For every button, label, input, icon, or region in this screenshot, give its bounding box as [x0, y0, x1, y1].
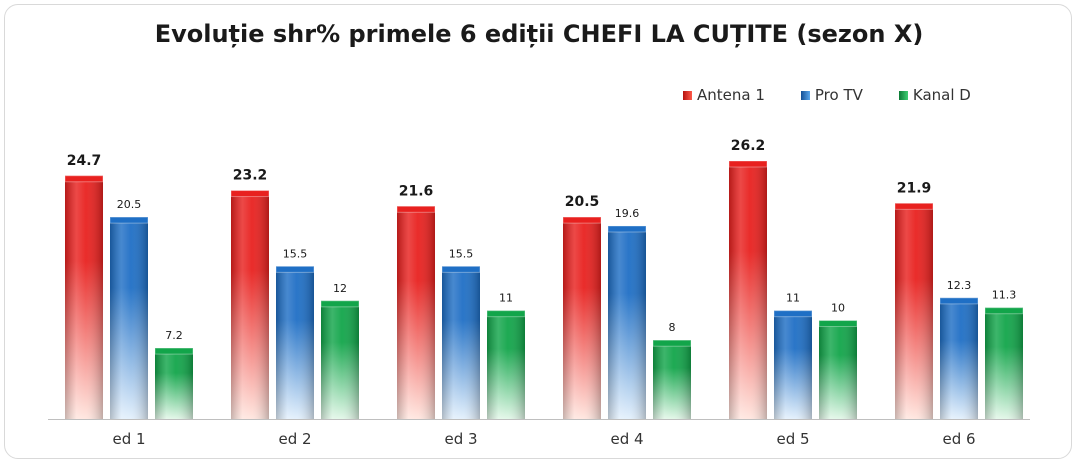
bar-cap	[230, 190, 270, 198]
bar-cap	[486, 310, 526, 318]
bar-pro-tv-ed-5	[773, 310, 813, 419]
data-label-antena-1-ed-1: 24.7	[67, 153, 102, 169]
bar-antena-1-ed-5	[728, 160, 768, 419]
data-label-pro-tv-ed-5: 11	[786, 292, 800, 305]
legend-label-kanald: Kanal D	[912, 86, 971, 104]
data-label-kanal-d-ed-4: 8	[669, 321, 676, 334]
bar-shading	[819, 320, 857, 419]
bar-pro-tv-ed-4	[607, 225, 647, 419]
bar-antena-1-ed-2	[230, 190, 270, 419]
bar-cap	[562, 216, 602, 224]
bar-cap	[154, 347, 194, 355]
bar-cap	[939, 297, 979, 305]
data-label-antena-1-ed-4: 20.5	[565, 194, 600, 210]
bar-cap	[728, 160, 768, 168]
data-label-antena-1-ed-2: 23.2	[233, 168, 268, 184]
legend-swatch-kanald	[898, 90, 908, 100]
bar-shading	[321, 300, 359, 419]
bar-shading	[442, 266, 480, 419]
data-label-pro-tv-ed-3: 15.5	[449, 247, 474, 260]
bar-shading	[729, 161, 767, 419]
bar-shading	[276, 266, 314, 419]
bar-shading	[487, 310, 525, 419]
bar-pro-tv-ed-6	[939, 297, 979, 419]
bar-kanal-d-ed-5	[818, 320, 858, 419]
chart-legend: Antena 1 Pro TV Kanal D	[683, 86, 1007, 104]
bar-cap	[320, 300, 360, 308]
bar-shading	[895, 203, 933, 419]
data-label-pro-tv-ed-6: 12.3	[947, 279, 972, 292]
x-tick-label-ed-5: ed 5	[776, 430, 809, 448]
chart-title: Evoluție shr% primele 6 ediții CHEFI LA …	[154, 20, 924, 48]
legend-label-protv: Pro TV	[814, 86, 863, 104]
bar-shading	[397, 206, 435, 419]
data-label-kanal-d-ed-3: 11	[499, 292, 513, 305]
bar-kanal-d-ed-4	[652, 339, 692, 419]
x-tick-label-ed-2: ed 2	[278, 430, 311, 448]
x-tick-label-ed-4: ed 4	[610, 430, 643, 448]
x-tick-label-ed-6: ed 6	[942, 430, 975, 448]
bar-cap	[984, 307, 1024, 315]
bar-kanal-d-ed-6	[984, 307, 1024, 419]
data-label-antena-1-ed-5: 26.2	[731, 138, 766, 154]
x-tick-label-ed-1: ed 1	[112, 430, 145, 448]
bar-pro-tv-ed-2	[275, 265, 315, 419]
bar-shading	[653, 340, 691, 419]
data-label-antena-1-ed-6: 21.9	[897, 180, 932, 196]
bar-antena-1-ed-4	[562, 216, 602, 419]
bar-cap	[109, 216, 149, 224]
bar-cap	[396, 205, 436, 213]
bar-cap	[773, 310, 813, 318]
bar-antena-1-ed-3	[396, 205, 436, 419]
data-label-pro-tv-ed-2: 15.5	[283, 247, 308, 260]
legend-swatch-protv	[800, 90, 810, 100]
bar-cap	[652, 339, 692, 347]
legend-swatch-antena1	[683, 90, 692, 100]
legend-item-protv: Pro TV	[800, 86, 863, 104]
bar-pro-tv-ed-1	[109, 216, 149, 419]
bar-shading	[65, 175, 103, 419]
bar-shading	[563, 217, 601, 419]
data-label-pro-tv-ed-1: 20.5	[117, 198, 142, 211]
bar-shading	[774, 310, 812, 419]
bar-shading	[985, 307, 1023, 419]
bar-cap	[607, 225, 647, 233]
bar-pro-tv-ed-3	[441, 265, 481, 419]
data-label-kanal-d-ed-2: 12	[333, 282, 347, 295]
bar-cap	[275, 265, 315, 273]
legend-item-kanald: Kanal D	[898, 86, 971, 104]
bar-antena-1-ed-6	[894, 202, 934, 419]
bar-cap	[64, 175, 104, 183]
data-label-kanal-d-ed-1: 7.2	[165, 329, 183, 342]
bar-kanal-d-ed-3	[486, 310, 526, 419]
bar-kanal-d-ed-2	[320, 300, 360, 419]
bar-shading	[940, 297, 978, 419]
bar-cap	[894, 202, 934, 210]
data-label-antena-1-ed-3: 21.6	[399, 183, 434, 199]
bar-antena-1-ed-1	[64, 175, 104, 419]
bar-shading	[608, 225, 646, 419]
bar-cap	[818, 320, 858, 328]
bar-shading	[110, 217, 148, 419]
data-label-kanal-d-ed-5: 10	[831, 302, 845, 315]
bar-shading	[155, 348, 193, 419]
legend-label-antena1: Antena 1	[697, 86, 765, 104]
bar-shading	[231, 190, 269, 419]
data-label-kanal-d-ed-6: 11.3	[992, 289, 1017, 302]
bar-kanal-d-ed-1	[154, 347, 194, 419]
x-tick-label-ed-3: ed 3	[444, 430, 477, 448]
data-label-pro-tv-ed-4: 19.6	[615, 207, 640, 220]
legend-item-antena1: Antena 1	[683, 86, 765, 104]
bar-cap	[441, 265, 481, 273]
